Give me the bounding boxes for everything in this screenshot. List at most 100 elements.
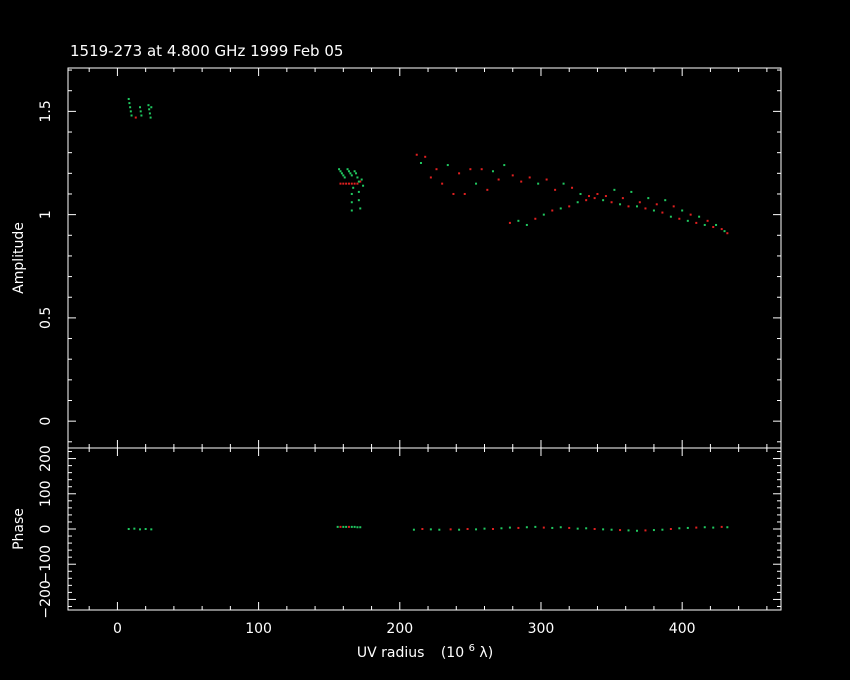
amplitude-point: [148, 112, 151, 115]
amplitude-point: [652, 209, 655, 212]
amplitude-point: [537, 182, 540, 185]
amplitude-point: [534, 217, 537, 220]
phase-point: [356, 526, 359, 529]
phase-point: [350, 525, 353, 528]
amplitude-point: [613, 188, 616, 191]
amplitude-point: [129, 106, 132, 109]
phase-point: [635, 529, 638, 532]
phase-point: [127, 528, 130, 530]
amplitude-point: [678, 217, 681, 220]
amplitude-point: [147, 104, 150, 107]
amplitude-point: [528, 176, 531, 179]
amplitude-point: [339, 170, 342, 173]
phase-point: [576, 527, 579, 530]
amplitude-point: [602, 199, 605, 202]
amplitude-point: [587, 195, 590, 198]
amplitude-point: [340, 172, 343, 175]
x-tick-label: 400: [669, 621, 696, 637]
amplitude-point: [357, 190, 360, 193]
amplitude-point: [349, 172, 352, 175]
amplitude-point: [350, 174, 353, 177]
amplitude-point: [638, 201, 641, 204]
amplitude-point: [128, 102, 131, 105]
amplitude-point: [520, 180, 523, 183]
amplitude-point: [469, 168, 472, 171]
amplitude-point: [338, 168, 341, 171]
phase-point: [508, 526, 511, 529]
amplitude-point: [350, 182, 353, 185]
amplitude-point: [359, 207, 362, 210]
amplitude-point: [672, 205, 675, 208]
amplitude-y-tick-label: 0: [38, 417, 54, 426]
phase-point: [483, 527, 486, 530]
amplitude-point: [689, 213, 692, 216]
amplitude-point: [350, 201, 353, 204]
amplitude-point: [554, 188, 557, 191]
x-tick-label: 100: [245, 621, 272, 637]
amplitude-point: [655, 203, 658, 206]
phase-point: [339, 525, 342, 528]
phase-point: [703, 526, 706, 529]
amplitude-point: [712, 226, 715, 229]
amplitude-point: [517, 219, 520, 222]
phase-point: [542, 526, 545, 529]
phase-point: [421, 528, 424, 530]
phase-point: [678, 527, 681, 530]
amplitude-point: [415, 153, 418, 156]
amplitude-point: [559, 207, 562, 210]
phase-point: [458, 528, 461, 531]
amplitude-point: [568, 205, 571, 208]
amplitude-point: [551, 209, 554, 212]
amplitude-point: [686, 219, 689, 222]
amplitude-point: [343, 176, 346, 179]
phase-point: [686, 526, 689, 529]
amplitude-point: [503, 164, 506, 167]
amplitude-point: [681, 209, 684, 212]
amplitude-point: [130, 114, 133, 117]
phase-point: [150, 528, 153, 531]
amplitude-point: [486, 188, 489, 191]
phase-point: [593, 528, 596, 530]
phase-point: [517, 526, 520, 529]
phase-y-tick-label: 0: [38, 525, 54, 534]
phase-point: [585, 527, 588, 530]
phase-y-tick-label: −200: [38, 580, 54, 618]
amplitude-point: [424, 155, 427, 158]
amplitude-point: [706, 219, 709, 222]
phase-point: [500, 527, 503, 530]
phase-point: [139, 528, 142, 531]
amplitude-point: [525, 223, 528, 226]
amplitude-axis-label: Amplitude: [11, 222, 27, 294]
phase-point: [347, 525, 350, 528]
phase-point: [133, 527, 136, 530]
amplitude-point: [350, 192, 353, 195]
amplitude-point: [345, 182, 348, 185]
axis-ticks: 0 100 200 300 400 0 0.5 1 1.5 −200−100 0 100 200: [38, 68, 781, 637]
phase-point: [720, 525, 723, 528]
amplitude-point: [542, 213, 545, 216]
amplitude-point: [148, 108, 151, 111]
phase-point: [491, 528, 494, 530]
amplitude-point: [508, 221, 511, 224]
amplitude-point: [339, 182, 342, 185]
amplitude-point: [621, 197, 624, 200]
amplitude-point: [698, 215, 701, 218]
amplitude-point: [610, 201, 613, 204]
phase-point: [559, 526, 562, 529]
amplitude-point: [585, 199, 588, 202]
x-tick-label: 300: [528, 621, 555, 637]
amplitude-point: [627, 205, 630, 208]
amplitude-point: [347, 170, 350, 173]
amplitude-point: [347, 182, 350, 185]
phase-point: [652, 529, 655, 532]
phase-point: [551, 526, 554, 529]
amplitude-point: [647, 197, 650, 200]
amplitude-point: [619, 203, 622, 206]
phase-point: [669, 528, 672, 530]
amplitude-point: [127, 97, 130, 100]
amplitude-y-tick-label: 1.5: [38, 100, 54, 122]
phase-point: [144, 528, 147, 530]
phase-y-tick-label: 200: [38, 445, 54, 472]
